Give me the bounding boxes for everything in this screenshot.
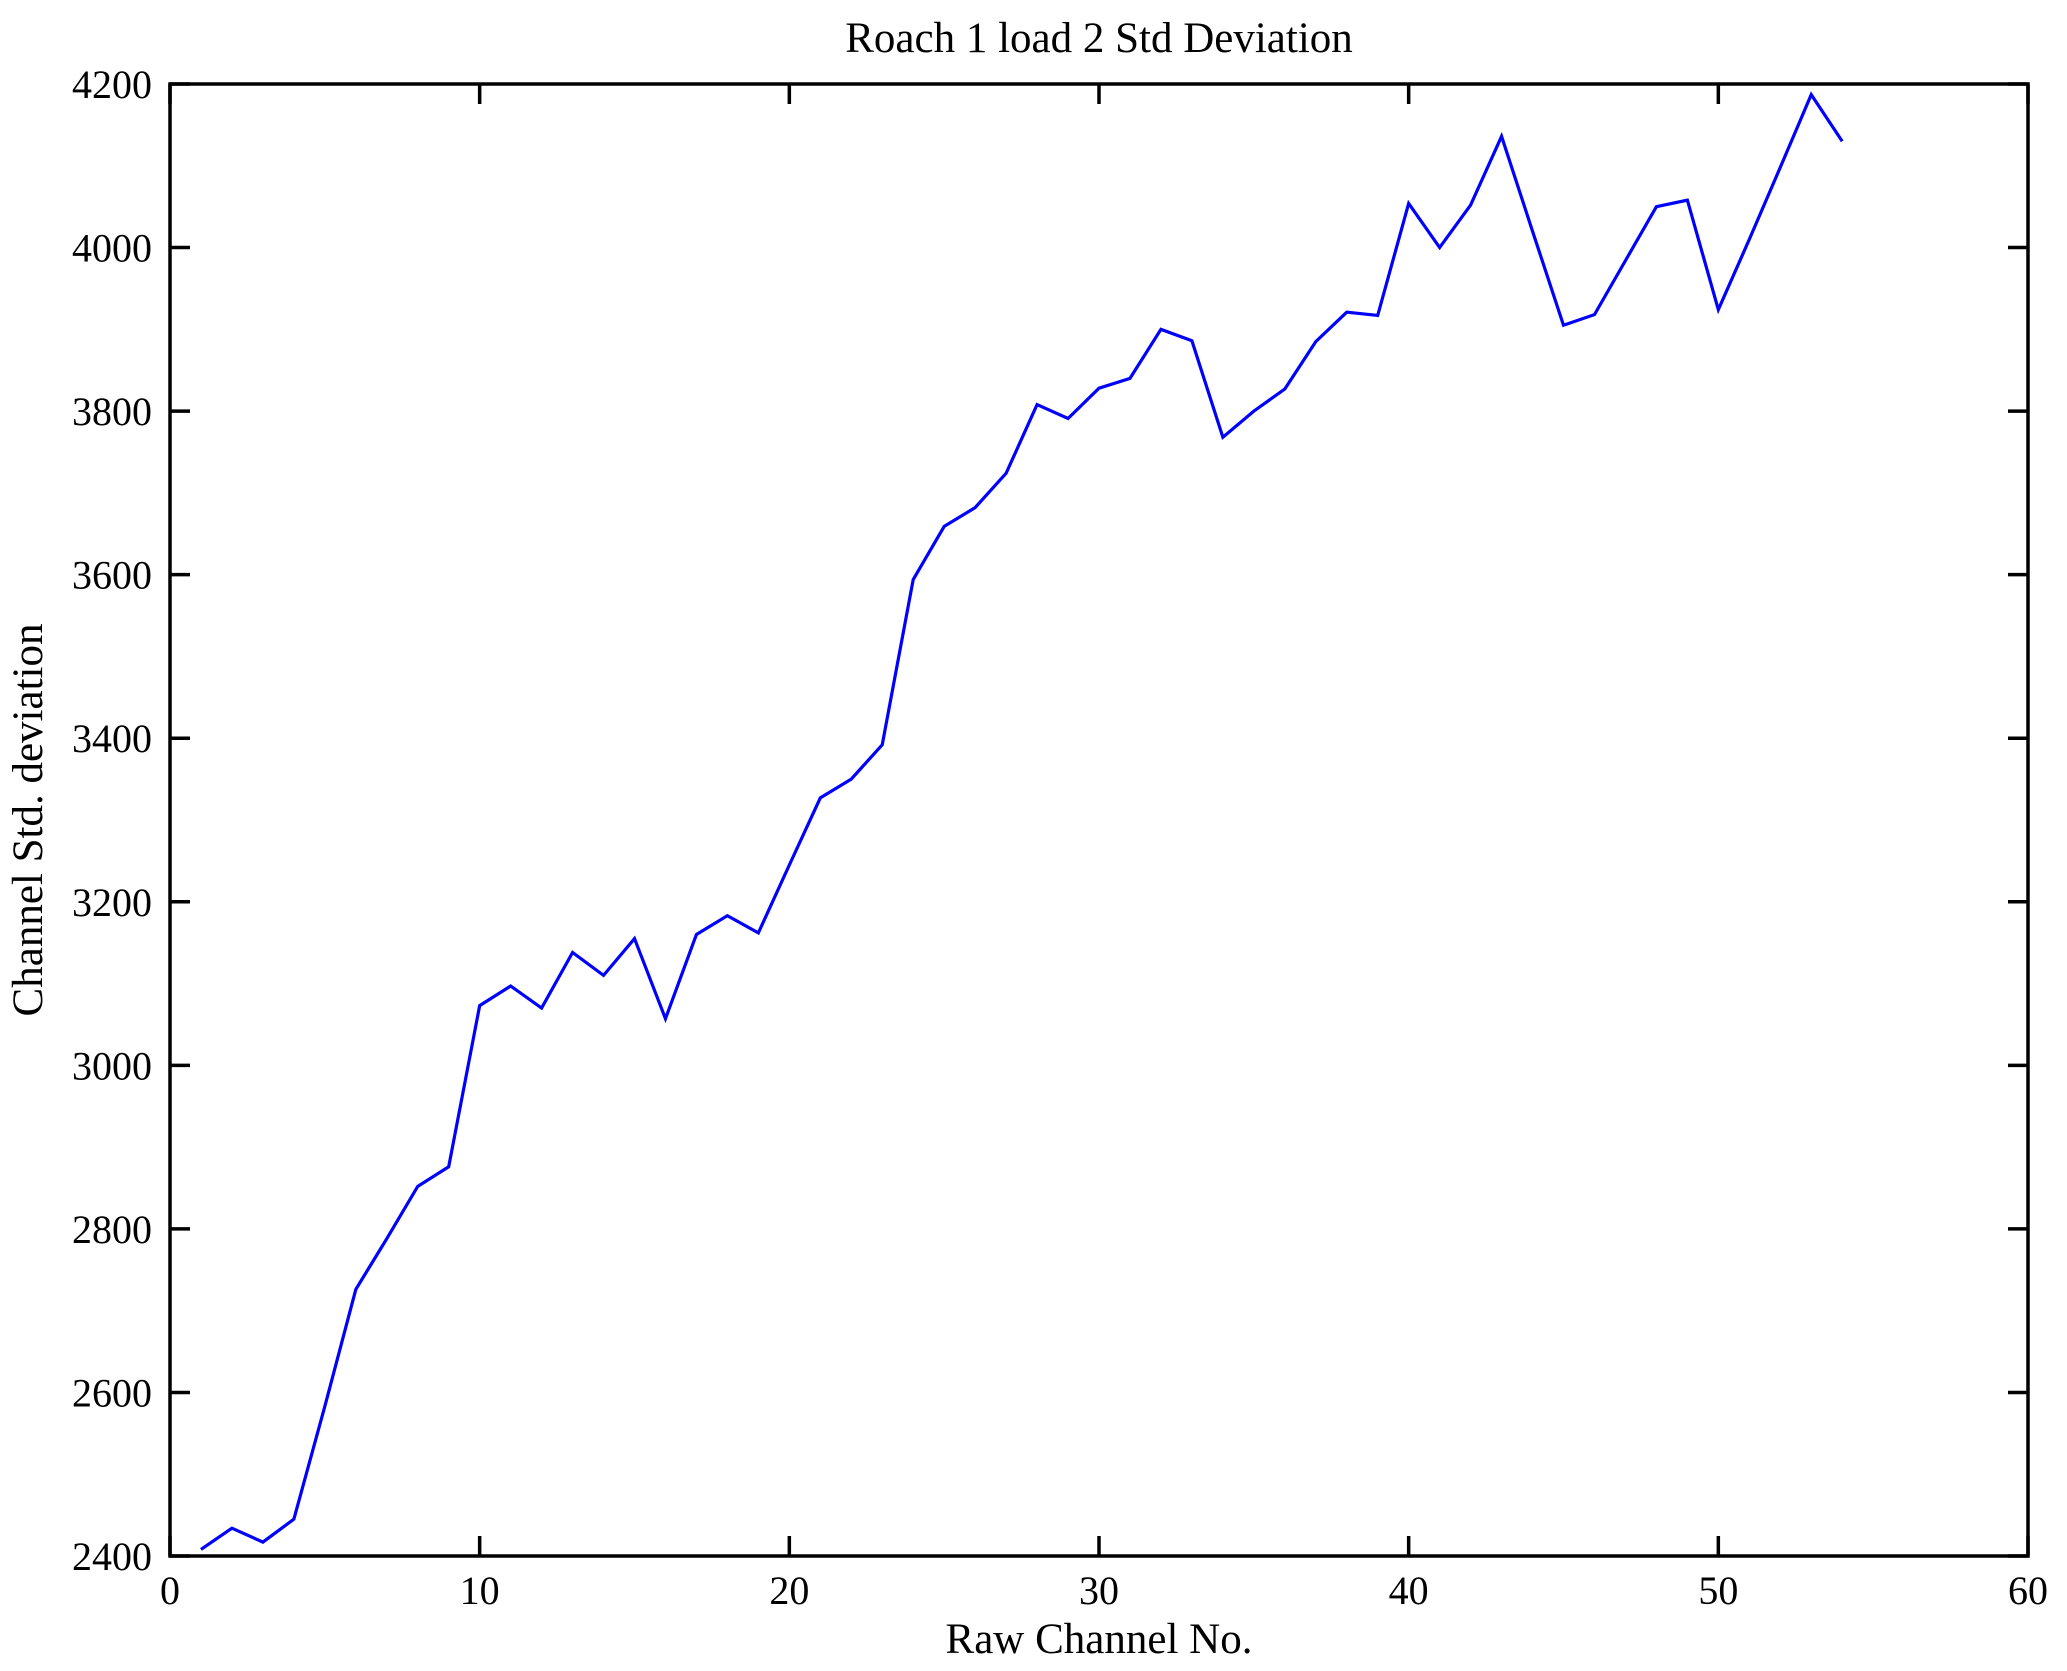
y-tick-label: 2600 [72,1370,152,1415]
y-tick-label: 3600 [72,553,152,598]
y-tick-label: 2800 [72,1207,152,1252]
y-tick-label: 3000 [72,1043,152,1088]
x-tick-label: 60 [2008,1568,2048,1613]
data-polyline [200,91,1844,1551]
x-tick-label: 0 [160,1568,180,1613]
x-tick-label: 50 [1698,1568,1738,1613]
y-tick-label: 3200 [72,880,152,925]
x-tick-label: 10 [460,1568,500,1613]
x-tick-label: 20 [769,1568,809,1613]
chart-title: Roach 1 load 2 Std Deviation [845,15,1353,62]
y-tick-label: 3800 [72,389,152,434]
plot-area: 0 10 20 30 40 50 60 2400 2600 2800 3000 3200 3400 360… [72,62,2048,1613]
y-axis-label: Channel Std. deviation [5,624,52,1017]
y-tick-label: 4200 [72,62,152,107]
x-tick-label: 40 [1389,1568,1429,1613]
x-tick-label: 30 [1079,1568,1119,1613]
x-axis-label: Raw Channel No. [946,1616,1253,1663]
y-tick-label: 4000 [72,226,152,271]
y-tick-label: 3400 [72,716,152,761]
y-tick-label: 2400 [72,1534,152,1579]
plot-border [168,82,2030,1558]
